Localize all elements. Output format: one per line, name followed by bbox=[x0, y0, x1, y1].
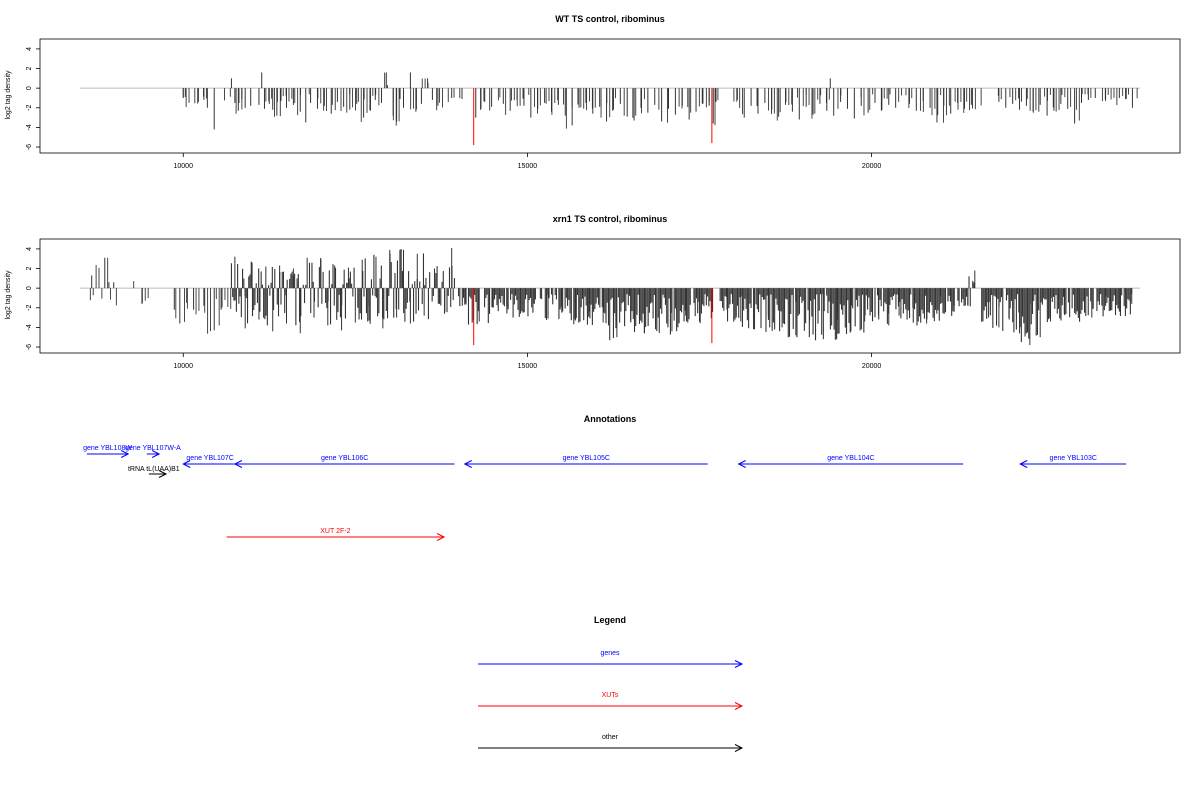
y-tick-label: -2 bbox=[26, 105, 33, 111]
xrn1-bars bbox=[80, 247, 1140, 346]
xrn1-axes: 4 2 0 -2 -4 -6 10000 15000 20000 bbox=[26, 247, 881, 370]
x-tick-label: 20000 bbox=[862, 163, 882, 170]
annotation-feature bbox=[146, 450, 161, 458]
wt-bars bbox=[80, 72, 1140, 146]
annotation-feature-head bbox=[436, 533, 446, 541]
x-tick-label: 15000 bbox=[518, 363, 538, 370]
y-tick-label: 4 bbox=[26, 47, 33, 51]
annotation-label: gene YBL104C bbox=[827, 455, 874, 462]
xrn1-plot-frame bbox=[39, 238, 1181, 354]
xrn1-y-axis-label: log2 tag density bbox=[5, 270, 12, 320]
legend-label: other bbox=[602, 734, 619, 741]
wt-density-panel: WT TS control, ribominus log2 tag densit… bbox=[5, 14, 1181, 170]
annotation-feature-head bbox=[1019, 460, 1028, 468]
y-tick-label: -4 bbox=[26, 124, 33, 130]
wt-y-axis-label: log2 tag density bbox=[5, 70, 12, 120]
legend-title: Legend bbox=[594, 615, 626, 625]
annotation-feature bbox=[737, 460, 964, 468]
x-tick-label: 20000 bbox=[862, 363, 882, 370]
legend-items: genes XUTs other bbox=[478, 650, 744, 752]
y-tick-label: 0 bbox=[26, 86, 33, 90]
annotation-feature bbox=[1019, 460, 1127, 468]
annotations-title: Annotations bbox=[584, 414, 637, 424]
legend-arrow bbox=[478, 744, 744, 752]
wt-panel-title: WT TS control, ribominus bbox=[555, 14, 665, 24]
wt-plot-frame bbox=[39, 38, 1181, 154]
wt-axes: 4 2 0 -2 -4 -6 10000 15000 20000 bbox=[26, 47, 881, 170]
annotation-label: gene YBL103C bbox=[1050, 455, 1097, 462]
legend-arrow-head bbox=[734, 744, 744, 752]
y-tick-label: 4 bbox=[26, 247, 33, 251]
annotation-label: gene YBL108W bbox=[83, 445, 132, 452]
y-tick-label: -6 bbox=[26, 344, 33, 350]
y-tick-label: -4 bbox=[26, 324, 33, 330]
annotation-label: gene YBL106C bbox=[321, 455, 368, 462]
annotation-label: gene YBL107C bbox=[186, 455, 233, 462]
annotation-feature bbox=[86, 450, 130, 458]
legend-label: XUTs bbox=[602, 692, 619, 699]
annotation-feature-head bbox=[120, 450, 130, 458]
annotation-feature-head bbox=[182, 460, 191, 468]
annotation-feature bbox=[226, 533, 446, 541]
xrn1-density-panel: xrn1 TS control, ribominus log2 tag dens… bbox=[5, 214, 1181, 370]
xrn1-panel-title: xrn1 TS control, ribominus bbox=[553, 214, 668, 224]
legend-arrow-head bbox=[734, 660, 744, 668]
annotation-feature bbox=[148, 470, 168, 478]
legend-arrow-head bbox=[734, 702, 744, 710]
y-tick-label: 2 bbox=[26, 66, 33, 70]
legend-arrow bbox=[478, 660, 744, 668]
legend-panel: Legend genes XUTs other bbox=[478, 615, 744, 752]
legend-label: genes bbox=[600, 650, 620, 657]
annotation-label: gene YBL105C bbox=[563, 455, 610, 462]
annotation-feature bbox=[233, 460, 455, 468]
annotation-feature-head bbox=[737, 460, 746, 468]
annotation-feature-head bbox=[463, 460, 472, 468]
y-tick-label: 2 bbox=[26, 266, 33, 270]
legend-arrow bbox=[478, 702, 744, 710]
annotation-feature bbox=[182, 460, 237, 468]
annotation-feature-head bbox=[151, 450, 161, 458]
y-tick-label: -6 bbox=[26, 144, 33, 150]
annotation-label: XUT 2F-2 bbox=[320, 528, 350, 535]
x-tick-label: 10000 bbox=[174, 363, 194, 370]
y-tick-label: 0 bbox=[26, 286, 33, 290]
x-tick-label: 10000 bbox=[174, 163, 194, 170]
annotation-feature-head bbox=[158, 470, 168, 478]
x-tick-label: 15000 bbox=[518, 163, 538, 170]
annotation-label: gene YBL107W-A bbox=[125, 445, 181, 452]
annotation-label: tRNA tL(UAA)B1 bbox=[128, 466, 180, 473]
annotation-feature bbox=[463, 460, 708, 468]
y-tick-label: -2 bbox=[26, 305, 33, 311]
annotation-feature-head bbox=[233, 460, 243, 468]
